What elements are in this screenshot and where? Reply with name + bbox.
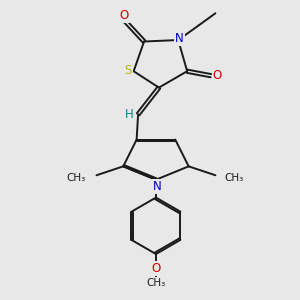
Text: N: N (175, 32, 184, 45)
Text: H: H (125, 108, 134, 122)
Text: CH₃: CH₃ (67, 172, 86, 183)
Text: N: N (153, 180, 162, 193)
Text: O: O (213, 69, 222, 82)
Text: O: O (151, 262, 160, 275)
Text: O: O (119, 9, 129, 22)
Text: CH₃: CH₃ (146, 278, 166, 288)
Text: S: S (124, 64, 132, 77)
Text: CH₃: CH₃ (224, 172, 244, 183)
